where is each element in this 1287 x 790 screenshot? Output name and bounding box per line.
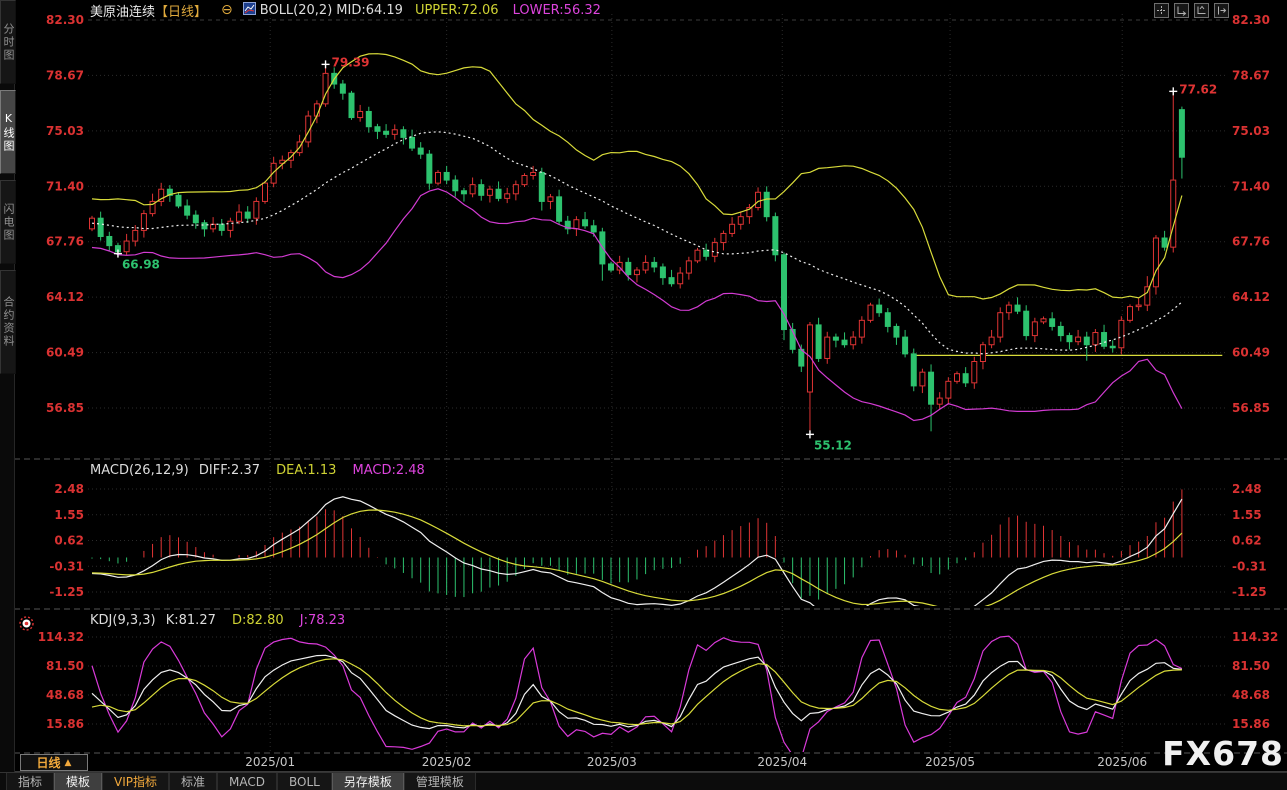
macd-axis-label: 1.55 (1232, 508, 1262, 522)
macd-dea-value: DEA:1.13 (276, 463, 337, 478)
kdj-j-value: J:78.23 (299, 613, 346, 628)
macd-header: MACD(26,12,9) DIFF:2.37 DEA:1.13 MACD:2.… (90, 463, 425, 478)
price-axis-label: 60.49 (46, 346, 84, 360)
boll-mid-value: MID:64.19 (336, 2, 403, 18)
collapse-icon[interactable]: ⊖ (221, 2, 233, 18)
x-axis-label: 2025/03 (587, 755, 637, 769)
price-axis-label: 75.03 (46, 124, 84, 138)
x-axis-label: 2025/01 (245, 755, 295, 769)
price-axis-label: 82.30 (46, 13, 84, 27)
boll-upper-value: UPPER:72.06 (414, 2, 499, 18)
macd-axis-label: -0.31 (1232, 559, 1267, 573)
price-panel (89, 64, 1223, 435)
price-axis-label: 78.67 (1232, 68, 1270, 82)
tab-timeshare-chart[interactable]: 分时图 (0, 0, 16, 84)
indicator-chart-icon[interactable] (242, 1, 256, 19)
price-annotation: 79.39 (332, 55, 370, 69)
price-axis-label: 60.49 (1232, 346, 1270, 360)
tab-kline-chart[interactable]: K线图 (0, 90, 16, 174)
tab-boll[interactable]: BOLL (277, 773, 332, 790)
crosshair-icon[interactable] (1154, 3, 1169, 18)
kdj-axis-label: 81.50 (46, 659, 84, 673)
price-annotation: 66.98 (122, 258, 160, 272)
chart-title-bar: 美原油连续 【日线】 ⊖ BOLL(20,2) MID:64.19 UPPER:… (90, 1, 601, 20)
macd-axis-label: -1.25 (49, 585, 84, 599)
kdj-axis-label: 81.50 (1232, 659, 1270, 673)
period-selector[interactable]: 日线 ▲ (20, 754, 88, 771)
indicator-tab-bar: 指标 模板 VIP指标 标准 MACD BOLL 另存模板 管理模板 (0, 772, 1287, 790)
tab-manage-template[interactable]: 管理模板 (403, 773, 476, 790)
price-axis-label: 64.12 (1232, 290, 1270, 304)
price-annotation: 55.12 (814, 438, 852, 452)
kdj-axis-label: 114.32 (1232, 630, 1278, 644)
macd-axis-label: 2.48 (1232, 482, 1262, 496)
price-axis-label: 75.03 (1232, 124, 1270, 138)
kdj-params-label: KDJ(9,3,3) (90, 613, 156, 628)
kdj-axis-label: 15.86 (1232, 717, 1270, 731)
kdj-d-value: D:82.80 (232, 613, 284, 628)
x-axis-label: 2025/05 (925, 755, 975, 769)
kdj-axis-label: 114.32 (38, 630, 84, 644)
price-axis-label: 67.76 (46, 235, 84, 249)
symbol-name: 美原油连续 (90, 4, 156, 20)
tab-standard[interactable]: 标准 (169, 773, 218, 790)
macd-axis-label: -0.31 (49, 559, 84, 573)
macd-panel (91, 489, 1183, 600)
macd-diff-value: DIFF:2.37 (198, 463, 260, 478)
axis-zoom-icon[interactable] (1174, 3, 1189, 18)
tab-flash-chart[interactable]: 闪电图 (0, 180, 16, 264)
price-axis-label: 67.76 (1232, 235, 1270, 249)
tab-macd[interactable]: MACD (217, 773, 278, 790)
macd-params-label: MACD(26,12,9) (90, 463, 189, 478)
price-axis-label: 71.40 (1232, 179, 1270, 193)
tab-templates[interactable]: 模板 (54, 773, 103, 790)
price-axis-label: 64.12 (46, 290, 84, 304)
macd-axis-label: 1.55 (54, 508, 84, 522)
macd-axis-label: -1.25 (1232, 585, 1267, 599)
kdj-axis-label: 48.68 (46, 688, 84, 702)
price-axis-label: 82.30 (1232, 13, 1270, 27)
period-selector-label: 日线 (36, 756, 61, 770)
macd-axis-label: 0.62 (54, 534, 84, 548)
axis-scale-icon[interactable] (1194, 3, 1209, 18)
price-annotation: 77.62 (1179, 82, 1217, 96)
chart-type-sidebar: 分时图 K线图闪电图合约资料 (0, 0, 16, 790)
tab-vip-indicators[interactable]: VIP指标 (102, 773, 170, 790)
kdj-header: KDJ(9,3,3) K:81.27 D:82.80 J:78.23 (90, 613, 345, 628)
chart-toolbar (1154, 3, 1229, 18)
price-axis-label: 78.67 (46, 68, 84, 82)
boll-params-label: BOLL(20,2) (259, 2, 333, 18)
macd-axis-label: 2.48 (54, 482, 84, 496)
macd-value: MACD:2.48 (352, 463, 425, 478)
alert-sun-icon[interactable] (19, 616, 34, 635)
price-axis-label: 71.40 (46, 179, 84, 193)
watermark-logo: FX678 (1162, 734, 1284, 773)
kdj-axis-label: 15.86 (46, 717, 84, 731)
x-axis-label: 2025/06 (1097, 755, 1147, 769)
boll-lower-value: LOWER:56.32 (512, 2, 601, 18)
x-axis-label: 2025/04 (757, 755, 807, 769)
tab-save-template[interactable]: 另存模板 (331, 773, 404, 790)
tab-indicators[interactable]: 指标 (6, 773, 55, 790)
scroll-right-icon[interactable] (1214, 3, 1229, 18)
period-label: 【日线】 (155, 4, 208, 20)
chevron-up-icon: ▲ (64, 757, 72, 768)
x-axis-label: 2025/02 (422, 755, 472, 769)
price-axis-label: 56.85 (46, 401, 84, 415)
kdj-axis-label: 48.68 (1232, 688, 1270, 702)
kdj-k-value: K:81.27 (165, 613, 216, 628)
price-axis-label: 56.85 (1232, 401, 1270, 415)
macd-axis-label: 0.62 (1232, 534, 1262, 548)
tab-contract-info[interactable]: 合约资料 (0, 270, 16, 374)
